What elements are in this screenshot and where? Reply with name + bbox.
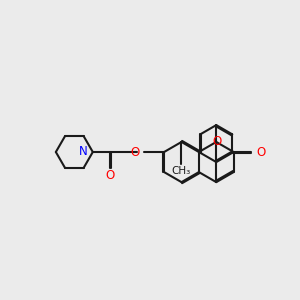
Text: N: N <box>79 145 88 158</box>
Text: O: O <box>131 146 140 158</box>
Text: O: O <box>105 169 115 182</box>
Text: O: O <box>256 146 265 158</box>
Text: CH₃: CH₃ <box>172 166 191 176</box>
Text: O: O <box>212 136 221 148</box>
